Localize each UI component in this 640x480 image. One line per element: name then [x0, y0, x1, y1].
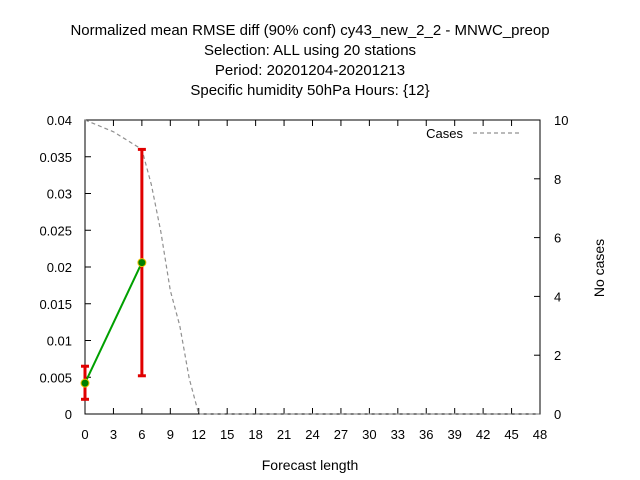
x-tick-label: 30 — [362, 427, 376, 442]
y-tick-label: 0.025 — [39, 223, 72, 238]
x-tick-label: 18 — [248, 427, 262, 442]
series-line-cases — [84, 119, 540, 415]
y-tick-label: 0.02 — [47, 260, 72, 275]
y-tick-label: 0.03 — [47, 187, 72, 202]
x-tick-label: 27 — [334, 427, 348, 442]
chart-title: Normalized mean RMSE diff (90% conf) cy4… — [70, 22, 549, 99]
x-tick-label: 39 — [447, 427, 461, 442]
y-tick-label: 0.005 — [39, 370, 72, 385]
x-tick-label: 45 — [504, 427, 518, 442]
y-tick-label: 0 — [65, 407, 72, 422]
y2-tick-label: 0 — [554, 407, 561, 422]
y2-tick-label: 10 — [554, 113, 568, 128]
y2-tick-label: 8 — [554, 172, 561, 187]
title-line-1: Selection: ALL using 20 stations — [204, 42, 416, 59]
x-tick-label: 33 — [391, 427, 405, 442]
x-tick-label: 6 — [138, 427, 145, 442]
y2-tick-label: 4 — [554, 289, 561, 304]
y-tick-label: 0.015 — [39, 297, 72, 312]
series-layer — [80, 119, 540, 415]
title-line-2: Period: 20201204-20201213 — [215, 62, 405, 79]
tick-marks — [84, 119, 541, 415]
x-tick-labels: 0 3 6 9 12 15 18 21 24 27 30 33 36 39 42 45 48 — [81, 427, 547, 442]
y-tick-label: 0.035 — [39, 150, 72, 165]
x-tick-label: 12 — [192, 427, 206, 442]
x-tick-label: 15 — [220, 427, 234, 442]
y-tick-labels: 0 0.005 0.01 0.015 0.02 0.025 0.03 0.035 0.04 — [39, 113, 72, 422]
title-line-0: Normalized mean RMSE diff (90% conf) cy4… — [70, 22, 549, 39]
x-tick-label: 3 — [110, 427, 117, 442]
data-point — [80, 378, 90, 388]
y2-axis-label: No cases — [591, 239, 607, 297]
plot-frame — [84, 119, 541, 415]
y-tick-label: 0.01 — [47, 334, 72, 349]
x-tick-label: 42 — [476, 427, 490, 442]
x-tick-label: 21 — [277, 427, 291, 442]
y2-tick-label: 2 — [554, 348, 561, 363]
title-line-3: Specific humidity 50hPa Hours: {12} — [190, 82, 429, 99]
x-tick-label: 24 — [305, 427, 319, 442]
y2-tick-labels: 0 2 4 6 8 10 — [554, 113, 568, 422]
data-point — [137, 258, 147, 268]
x-axis-label: Forecast length — [262, 457, 359, 473]
x-tick-label: 48 — [533, 427, 547, 442]
series-line-mean-diff — [84, 262, 143, 384]
x-tick-label: 36 — [419, 427, 433, 442]
legend: Cases — [426, 126, 521, 141]
legend-label-cases: Cases — [426, 126, 463, 141]
y-tick-label: 0.04 — [47, 113, 72, 128]
y2-tick-label: 6 — [554, 231, 561, 246]
x-tick-label: 0 — [81, 427, 88, 442]
x-tick-label: 9 — [167, 427, 174, 442]
